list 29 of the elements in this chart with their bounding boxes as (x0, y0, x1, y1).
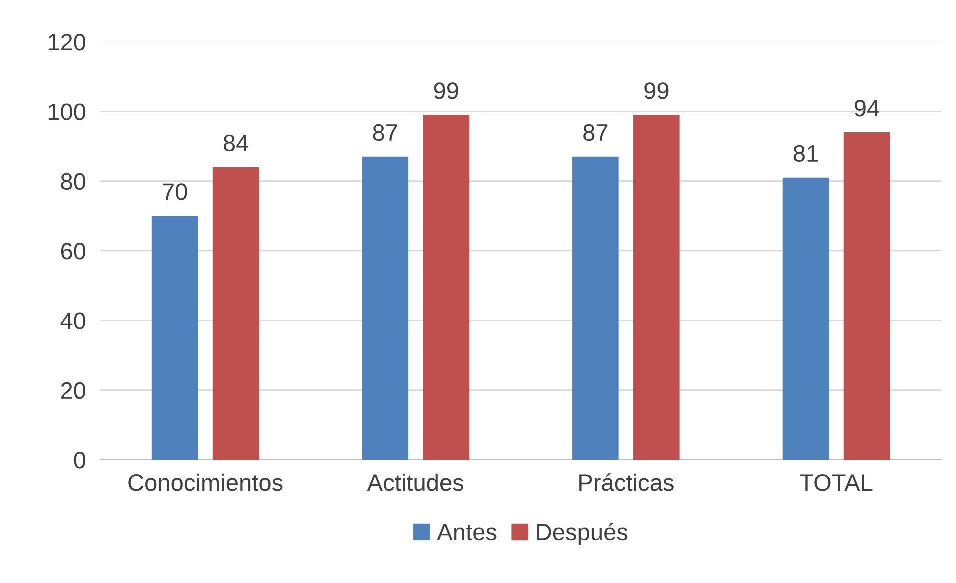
legend-label: Antes (437, 524, 497, 541)
y-tick-label: 120 (48, 34, 86, 51)
bar (212, 167, 260, 460)
data-label: 70 (163, 184, 188, 200)
y-tick-label: 60 (61, 243, 86, 260)
x-tick-label: Prácticas (580, 474, 674, 492)
bar (782, 178, 830, 460)
bar (572, 156, 619, 460)
bar (152, 216, 198, 460)
data-label: 99 (434, 82, 458, 100)
data-label: 87 (373, 124, 398, 142)
data-label: 94 (854, 100, 880, 117)
bar (362, 156, 408, 460)
legend-label: Después (537, 523, 628, 546)
y-tick-label: 20 (61, 382, 86, 400)
x-tick-label: Conocimientos (128, 474, 283, 492)
data-label: 81 (794, 145, 818, 162)
y-tick-label: 0 (74, 452, 86, 469)
data-label: 87 (584, 124, 608, 142)
y-tick-label: 100 (48, 104, 86, 120)
x-tick-label: Actitudes (367, 474, 464, 492)
data-label: 99 (644, 82, 669, 100)
bar (634, 115, 680, 460)
bar (423, 115, 470, 460)
x-tick-label: TOTAL (800, 474, 873, 492)
y-tick-label: 80 (61, 173, 86, 190)
y-tick-label: 40 (60, 312, 86, 330)
data-label: 84 (224, 134, 248, 152)
bar (844, 132, 890, 460)
